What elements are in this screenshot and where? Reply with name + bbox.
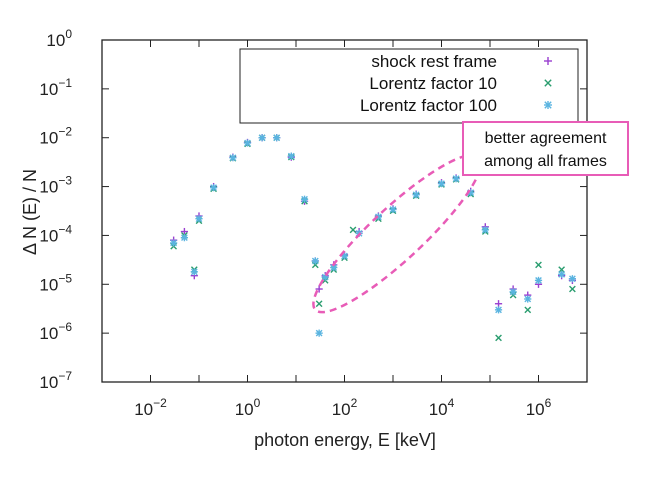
data-point — [209, 184, 218, 192]
legend-label-lorentz-100: Lorentz factor 100 — [360, 96, 497, 115]
data-point — [170, 239, 178, 247]
x-axis-title: photon energy, E [keV] — [254, 430, 436, 450]
data-point — [524, 295, 532, 303]
plot-marks — [170, 134, 577, 342]
annotation-box: better agreement among all frames — [462, 121, 629, 176]
annotation-line-1: better agreement — [484, 130, 607, 147]
data-point — [558, 270, 566, 278]
data-point — [311, 257, 319, 265]
data-point — [180, 234, 189, 242]
legend-box — [239, 48, 579, 124]
legend-marker-glyph — [544, 101, 552, 109]
data-point — [437, 180, 446, 188]
data-point — [315, 285, 323, 293]
data-point — [494, 300, 503, 308]
data-point — [534, 276, 543, 285]
data-point — [452, 175, 460, 183]
data-point — [349, 226, 357, 234]
legend: shock rest frame Lorentz factor 10 Loren… — [239, 48, 579, 124]
data-point — [524, 306, 532, 314]
legend-marker-glyph — [544, 79, 552, 87]
data-point — [273, 134, 281, 142]
data-point — [389, 205, 397, 214]
data-point — [340, 252, 349, 260]
data-point — [535, 261, 542, 269]
data-point — [300, 195, 309, 203]
data-point — [481, 226, 489, 234]
data-point — [315, 300, 323, 308]
legend-label-lorentz-10: Lorentz factor 10 — [369, 74, 497, 93]
data-point — [243, 139, 252, 147]
annotation-line-2: among all frames — [484, 153, 607, 170]
data-point — [509, 288, 517, 296]
legend-marker-glyph — [544, 57, 552, 65]
data-point — [190, 268, 198, 276]
data-point — [195, 215, 203, 223]
data-point — [258, 134, 266, 142]
data-point — [229, 154, 237, 162]
y-axis-title: Δ N (E) / N — [20, 169, 40, 255]
data-point — [315, 329, 323, 337]
legend-marker-lorentz-10 — [544, 79, 552, 87]
data-point — [494, 306, 503, 314]
data-point — [569, 285, 576, 293]
data-point — [495, 334, 502, 342]
data-point — [568, 275, 577, 283]
legend-marker-lorentz-100 — [544, 101, 552, 109]
data-point — [287, 152, 295, 160]
data-point — [412, 191, 420, 199]
legend-marker-shock-rest-frame — [544, 57, 552, 65]
series-2 — [170, 134, 577, 337]
data-point — [180, 227, 189, 236]
legend-label-shock-rest-frame: shock rest frame — [371, 52, 497, 71]
